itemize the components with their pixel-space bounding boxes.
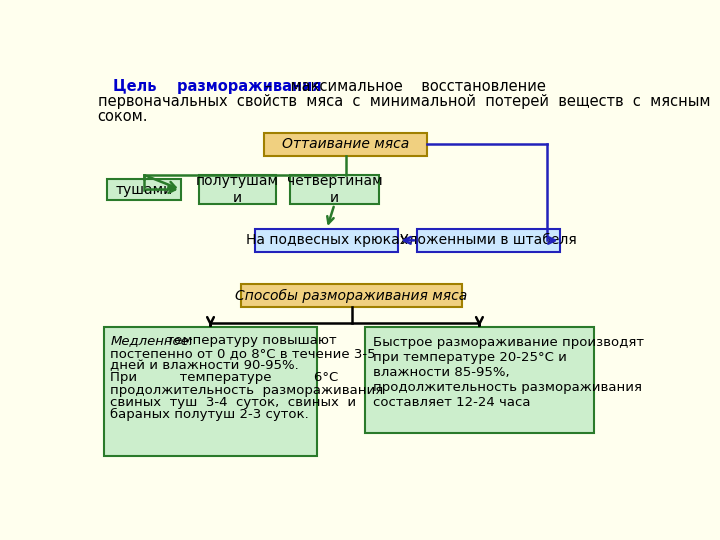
Text: постепенно от 0 до 8°С в течение 3-5: постепенно от 0 до 8°С в течение 3-5 xyxy=(110,347,376,360)
Text: Способы размораживания мяса: Способы размораживания мяса xyxy=(235,289,468,303)
Text: тушами: тушами xyxy=(115,183,173,197)
FancyBboxPatch shape xyxy=(255,229,398,252)
FancyBboxPatch shape xyxy=(417,229,560,252)
Text: Цель    размораживания: Цель размораживания xyxy=(113,79,322,93)
Text: первоначальных  свойств  мяса  с  минимальной  потерей  веществ  с  мясным: первоначальных свойств мяса с минимально… xyxy=(98,94,710,109)
Text: продолжительность  размораживания: продолжительность размораживания xyxy=(110,383,383,396)
Text: –    максимальное    восстановление: – максимальное восстановление xyxy=(261,79,546,93)
FancyBboxPatch shape xyxy=(264,132,427,156)
Text: На подвесных крюках: На подвесных крюках xyxy=(246,233,408,247)
Text: Медленное:: Медленное: xyxy=(110,334,194,347)
FancyBboxPatch shape xyxy=(365,327,594,433)
FancyBboxPatch shape xyxy=(241,284,462,307)
FancyBboxPatch shape xyxy=(107,179,181,200)
Text: четвертинам
и: четвертинам и xyxy=(287,174,382,205)
Text: При          температуре          6°С: При температуре 6°С xyxy=(110,372,338,384)
Text: соком.: соком. xyxy=(98,110,148,124)
FancyBboxPatch shape xyxy=(290,175,379,204)
Text: дней и влажности 90-95%.: дней и влажности 90-95%. xyxy=(110,359,299,372)
Text: свиных  туш  3-4  суток,  свиных  и: свиных туш 3-4 суток, свиных и xyxy=(110,396,356,409)
Text: Оттаивание мяса: Оттаивание мяса xyxy=(282,137,410,151)
FancyBboxPatch shape xyxy=(199,175,276,204)
Text: бараных полутуш 2-3 суток.: бараных полутуш 2-3 суток. xyxy=(110,408,309,421)
FancyBboxPatch shape xyxy=(104,327,317,456)
Text: Быстрое размораживание производят
при температуре 20-25°С и
влажности 85-95%,
пр: Быстрое размораживание производят при те… xyxy=(373,336,644,409)
Text: температуру повышают: температуру повышают xyxy=(158,334,337,347)
Text: полутушам
и: полутушам и xyxy=(196,174,279,205)
Text: Уложенными в штабеля: Уложенными в штабеля xyxy=(400,233,577,247)
